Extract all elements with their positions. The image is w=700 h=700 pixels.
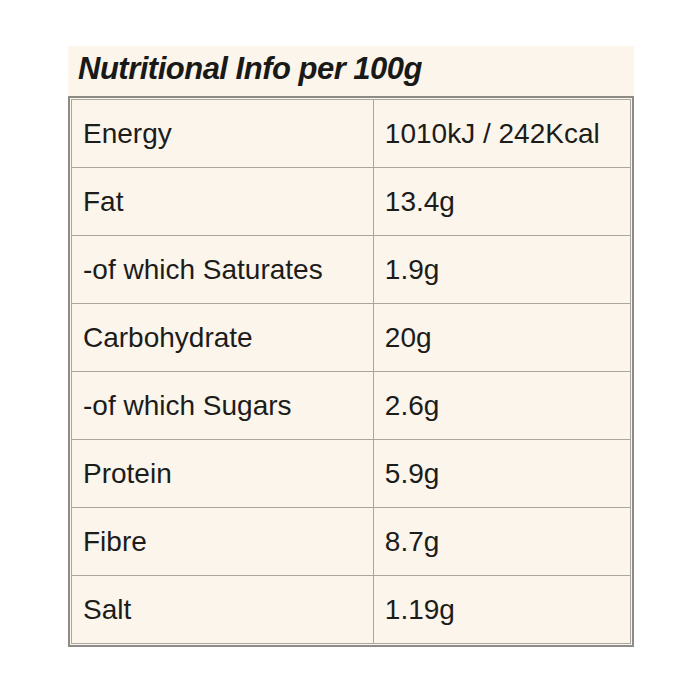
table-row: Fibre8.7g [72,508,631,576]
nutrition-title: Nutritional Info per 100g [68,51,634,96]
nutrition-label: Nutritional Info per 100g Energy1010kJ /… [68,46,634,647]
nutrient-value-cell: 1010kJ / 242Kcal [373,100,630,168]
table-row: -of which Sugars2.6g [72,372,631,440]
table-row: Salt1.19g [72,576,631,644]
nutrient-name-cell: Fibre [72,508,374,576]
table-row: Protein5.9g [72,440,631,508]
nutrient-value-cell: 2.6g [373,372,630,440]
nutrient-name-cell: -of which Saturates [72,236,374,304]
nutrient-value-cell: 1.19g [373,576,630,644]
nutrient-value-cell: 5.9g [373,440,630,508]
nutrient-value-cell: 20g [373,304,630,372]
nutrient-value-cell: 8.7g [373,508,630,576]
nutrient-value-cell: 13.4g [373,168,630,236]
nutrient-name-cell: -of which Sugars [72,372,374,440]
nutrition-table-frame: Energy1010kJ / 242KcalFat13.4g-of which … [68,96,634,647]
nutrition-table: Energy1010kJ / 242KcalFat13.4g-of which … [71,99,631,644]
nutrient-name-cell: Energy [72,100,374,168]
nutrient-name-cell: Carbohydrate [72,304,374,372]
nutrient-name-cell: Fat [72,168,374,236]
nutrition-table-body: Energy1010kJ / 242KcalFat13.4g-of which … [72,100,631,644]
nutrient-value-cell: 1.9g [373,236,630,304]
table-row: Carbohydrate20g [72,304,631,372]
table-row: Energy1010kJ / 242Kcal [72,100,631,168]
table-row: Fat13.4g [72,168,631,236]
nutrient-name-cell: Protein [72,440,374,508]
nutrient-name-cell: Salt [72,576,374,644]
table-row: -of which Saturates1.9g [72,236,631,304]
